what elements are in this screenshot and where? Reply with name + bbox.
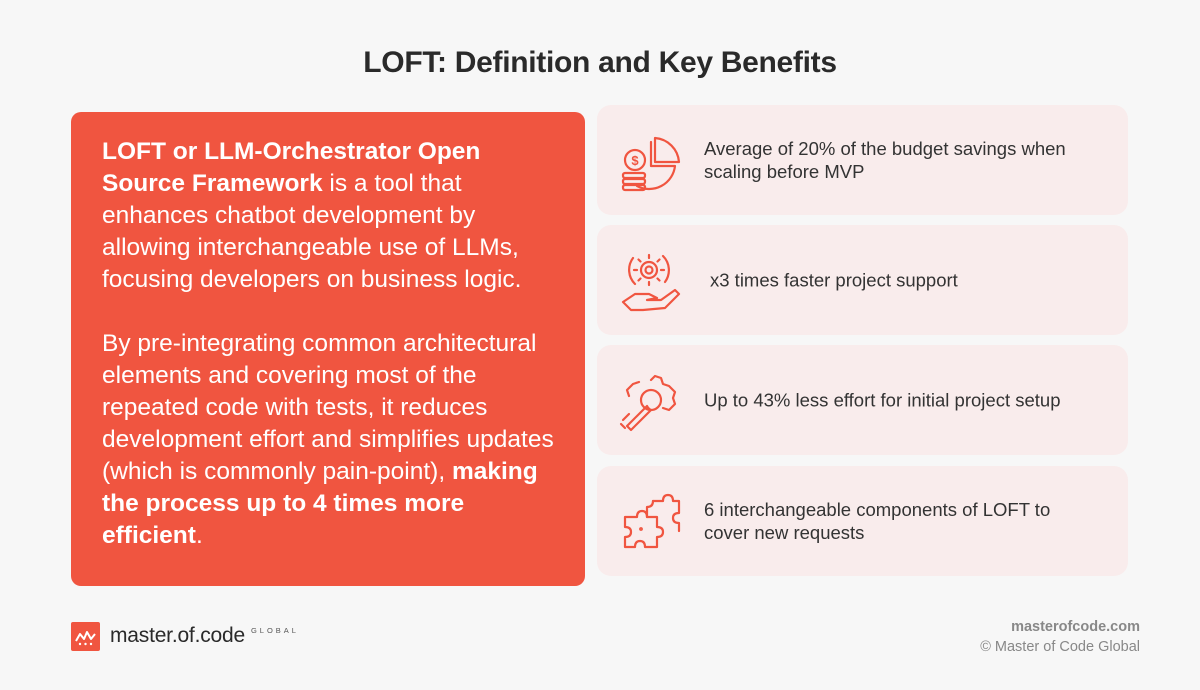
page-title: LOFT: Definition and Key Benefits	[363, 46, 837, 79]
benefit-card-support: x3 times faster project support	[597, 225, 1128, 335]
website-link[interactable]: masterofcode.com	[1011, 619, 1140, 635]
wrench-gear-icon	[619, 374, 677, 432]
puzzle-icon	[623, 493, 681, 549]
gear-hand-icon	[621, 253, 681, 312]
summary-bold: making the process up to 4 times more ef…	[102, 458, 538, 549]
benefit-card-budget: $ Average of 20% of the budget savings w…	[597, 105, 1128, 215]
benefit-card-components: 6 interchangeable components of LOFT to …	[597, 466, 1128, 576]
svg-text:$: $	[631, 153, 639, 168]
copyright-text: © Master of Code Global	[980, 639, 1140, 655]
benefit-text: Up to 43% less effort for initial projec…	[704, 389, 1061, 411]
logo-subtitle: GLOBAL	[250, 625, 299, 635]
benefit-text: 6 interchangeable components of LOFT to …	[704, 499, 1051, 543]
definition-bold: LOFT or LLM-Orchestrator Open Source Fra…	[102, 138, 481, 197]
logo-mark-icon	[71, 621, 100, 651]
summary-text: By pre-integrating common architectural …	[102, 330, 554, 485]
benefit-summary-paragraph: By pre-integrating common architectural …	[102, 328, 565, 552]
definition-card: LOFT or LLM-Orchestrator Open Source Fra…	[71, 112, 585, 586]
company-logo: master.of.code GLOBAL	[71, 621, 299, 651]
benefit-card-setup: Up to 43% less effort for initial projec…	[597, 345, 1128, 455]
footer-credits: masterofcode.com © Master of Code Global	[980, 617, 1140, 657]
summary-end: .	[195, 522, 203, 549]
benefit-text: Average of 20% of the budget savings whe…	[704, 138, 1066, 182]
benefit-text: x3 times faster project support	[710, 269, 958, 291]
definition-text: is a tool that enhances chatbot developm…	[102, 170, 522, 293]
definition-paragraph: LOFT or LLM-Orchestrator Open Source Fra…	[102, 136, 565, 296]
logo-wordmark: master.of.code	[110, 624, 245, 647]
budget-savings-icon: $	[621, 136, 681, 192]
